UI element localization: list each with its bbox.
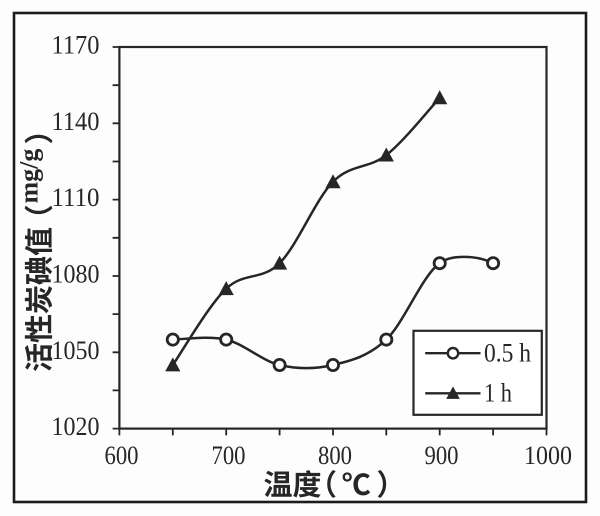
svg-text:900: 900 <box>425 441 459 470</box>
svg-text:1020: 1020 <box>52 412 100 441</box>
svg-text:mg/g: mg/g <box>15 149 44 204</box>
svg-text:0.5 h: 0.5 h <box>484 339 531 368</box>
svg-text:700: 700 <box>212 441 246 470</box>
svg-text:800: 800 <box>318 441 352 470</box>
svg-text:1170: 1170 <box>52 31 100 60</box>
svg-text:1000: 1000 <box>524 441 572 470</box>
svg-text:600: 600 <box>105 441 139 470</box>
svg-text:1140: 1140 <box>52 107 100 136</box>
svg-text:1110: 1110 <box>52 183 100 212</box>
svg-text:1080: 1080 <box>52 260 100 289</box>
svg-text:1 h: 1 h <box>484 379 512 408</box>
svg-text:1050: 1050 <box>52 336 100 365</box>
